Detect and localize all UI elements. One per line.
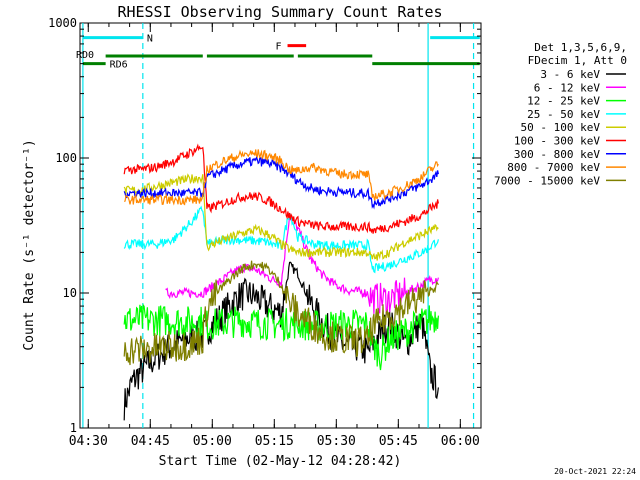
series-line [123, 260, 439, 366]
y-tick-label: 1 [70, 421, 77, 435]
y-axis-label: Count Rate (s⁻¹ detector⁻¹) [22, 139, 37, 350]
legend-entry-label: 12 - 25 keV [527, 95, 600, 108]
x-axis-label: Start Time (02-May-12 04:28:42) [159, 454, 402, 469]
x-tick-label: 05:00 [193, 434, 232, 449]
state-flags: N F RD0 RD6 [76, 34, 480, 71]
legend-entry-label: 25 - 50 keV [527, 108, 600, 121]
flag-label: N [147, 34, 153, 45]
series-line [123, 205, 439, 274]
chart-title: RHESSI Observing Summary Count Rates [117, 3, 442, 21]
series-line [123, 143, 439, 234]
legend-entry-label: 800 - 7000 keV [507, 161, 600, 174]
flag-label: RD0 [76, 50, 94, 61]
flag-label: F [276, 42, 282, 53]
legend-entry-label: 50 - 100 keV [521, 121, 601, 134]
x-tick-label: 04:30 [69, 434, 108, 449]
y-tick-label: 100 [55, 151, 77, 165]
axes: 1 10 100 1000 04:30 04:45 05:00 05:15 05:30 05:45… [48, 16, 482, 449]
legend-header-line-1: Det 1,3,5,6,9, [534, 41, 627, 54]
y-tick-label: 1000 [48, 16, 77, 30]
legend-entry-label: 300 - 800 keV [514, 148, 600, 161]
x-tick-label: 06:00 [441, 434, 480, 449]
legend-entry-label: 3 - 6 keV [540, 68, 600, 81]
legend-header-line-2: FDecim 1, Att 0 [528, 54, 627, 67]
y-tick-label: 10 [63, 286, 77, 300]
series-line [123, 303, 439, 371]
series-line [123, 173, 439, 261]
boundary-lines [82, 23, 475, 428]
x-tick-label: 05:15 [255, 434, 294, 449]
timestamp-label: 20-Oct-2021 22:24 [554, 467, 636, 476]
legend-entry-label: 7000 - 15000 keV [494, 174, 600, 187]
plot-border [79, 22, 482, 429]
x-tick-label: 05:45 [379, 434, 418, 449]
legend-entry-label: 6 - 12 keV [534, 81, 601, 94]
series-line [123, 155, 439, 210]
series-line [124, 149, 439, 206]
flag-label: RD6 [110, 60, 128, 71]
legend-entry-label: 100 - 300 keV [514, 135, 600, 148]
series-lines [123, 143, 439, 421]
x-tick-label: 04:45 [131, 434, 170, 449]
x-tick-label: 05:30 [317, 434, 356, 449]
legend: Det 1,3,5,6,9, FDecim 1, Att 0 3 - 6 keV… [494, 41, 627, 187]
plot-frame [79, 22, 482, 429]
